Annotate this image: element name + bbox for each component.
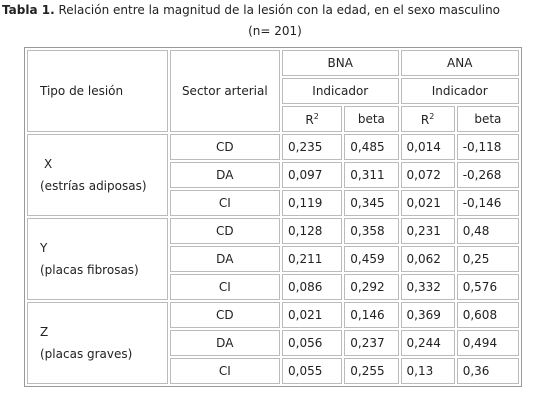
lesion-cell: Z (placas graves) — [27, 302, 168, 384]
lesion-cell: X (estrías adiposas) — [27, 134, 168, 216]
value-cell: 0,235 — [282, 134, 343, 160]
header-cell: Tipo de lesión — [27, 50, 168, 132]
caption-label: Tabla 1. — [2, 3, 55, 17]
value-cell: 0,36 — [456, 358, 519, 384]
lesion-letter: Y — [40, 241, 48, 255]
header-cell: Indicador — [282, 78, 399, 104]
value-cell: 0,332 — [400, 274, 455, 300]
header-cell: R2 — [282, 106, 343, 132]
lesion-cell: Y (placas fibrosas) — [27, 218, 168, 300]
header-cell: Sector arterial — [169, 50, 281, 132]
sector-cell: CI — [169, 190, 281, 216]
lesion-name: (placas fibrosas) — [40, 263, 139, 277]
value-cell: 0,459 — [344, 246, 399, 272]
caption: Tabla 1. Relación entre la magnitud de l… — [2, 3, 548, 17]
lesion-letter: X — [44, 157, 53, 171]
header-row: Tipo de lesión Sector arterial BNA ANA — [27, 50, 519, 132]
data-row: CI 0,086 0,292 0,332 0,576 — [27, 274, 519, 300]
value-cell: -0,118 — [456, 134, 519, 160]
value-cell: 0,369 — [400, 302, 455, 328]
sector-cell: DA — [169, 330, 281, 356]
value-cell: 0,097 — [282, 162, 343, 188]
value-cell: 0,062 — [400, 246, 455, 272]
header-cell: Indicador — [400, 78, 519, 104]
header-cell: BNA — [282, 50, 399, 76]
header: Tabla 1. Relación entre la magnitud de l… — [2, 3, 548, 38]
value-cell: 0,237 — [344, 330, 399, 356]
value-cell: -0,146 — [456, 190, 519, 216]
header-cell: R2 — [400, 106, 455, 132]
header-row: Indicador Indicador — [27, 78, 519, 104]
stat-sup: 2 — [313, 111, 319, 121]
value-cell: 0,128 — [282, 218, 343, 244]
value-cell: 0,494 — [456, 330, 519, 356]
lesion-name: (estrías adiposas) — [40, 179, 147, 193]
data-row: X (estrías adiposas) CD 0,235 0,485 0,014 -0,1… — [27, 134, 519, 216]
sector-cell: CD — [169, 302, 281, 328]
lesion-name: (placas graves) — [40, 347, 133, 361]
data-row: DA 0,097 0,311 0,072 -0,268 — [27, 162, 519, 188]
value-cell: 0,48 — [456, 218, 519, 244]
data-row: CI 0,119 0,345 0,021 -0,146 — [27, 190, 519, 216]
value-cell: 0,211 — [282, 246, 343, 272]
sector-cell: CI — [169, 358, 281, 384]
header-cell: beta — [344, 106, 399, 132]
value-cell: 0,021 — [400, 190, 455, 216]
header-cell: beta — [456, 106, 519, 132]
value-cell: 0,055 — [282, 358, 343, 384]
value-cell: 0,056 — [282, 330, 343, 356]
data-row: DA 0,056 0,237 0,244 0,494 — [27, 330, 519, 356]
value-cell: 0,146 — [344, 302, 399, 328]
stat-sup: 2 — [429, 111, 435, 121]
value-cell: 0,311 — [344, 162, 399, 188]
sector-cell: DA — [169, 246, 281, 272]
value-cell: 0,358 — [344, 218, 399, 244]
value-cell: 0,231 — [400, 218, 455, 244]
sector-cell: CD — [169, 134, 281, 160]
value-cell: 0,014 — [400, 134, 455, 160]
value-cell: 0,576 — [456, 274, 519, 300]
table: Tipo de lesión Sector arterial BNA ANA Indic… — [24, 47, 522, 387]
value-cell: 0,086 — [282, 274, 343, 300]
value-cell: 0,25 — [456, 246, 519, 272]
data-row: Y (placas fibrosas) CD 0,128 0,358 0,231 0,48 — [27, 218, 519, 300]
value-cell: 0,244 — [400, 330, 455, 356]
value-cell: -0,268 — [456, 162, 519, 188]
sector-cell: CI — [169, 274, 281, 300]
value-cell: 0,345 — [344, 190, 399, 216]
stat-name: beta — [357, 112, 385, 126]
data-row: DA 0,211 0,459 0,062 0,25 — [27, 246, 519, 272]
data-row: Z (placas graves) CD 0,021 0,146 0,369 0,608 — [27, 302, 519, 384]
sector-cell: CD — [169, 218, 281, 244]
value-cell: 0,255 — [344, 358, 399, 384]
value-cell: 0,021 — [282, 302, 343, 328]
value-cell: 0,292 — [344, 274, 399, 300]
header-cell: ANA — [400, 50, 519, 76]
data-row: CI 0,055 0,255 0,13 0,36 — [27, 358, 519, 384]
value-cell: 0,485 — [344, 134, 399, 160]
lesion-letter: Z — [40, 325, 49, 339]
stat-name: beta — [474, 112, 502, 126]
value-cell: 0,119 — [282, 190, 343, 216]
stat-name: R — [420, 112, 430, 127]
sector-cell: DA — [169, 162, 281, 188]
header-row: R2 beta R2 beta — [27, 106, 519, 132]
value-cell: 0,608 — [456, 302, 519, 328]
subtitle: (n= 201) — [248, 24, 302, 38]
value-cell: 0,072 — [400, 162, 455, 188]
caption-title: Relación entre la magnitud de la lesión … — [58, 3, 501, 17]
value-cell: 0,13 — [400, 358, 455, 384]
stat-name: R — [305, 112, 314, 127]
